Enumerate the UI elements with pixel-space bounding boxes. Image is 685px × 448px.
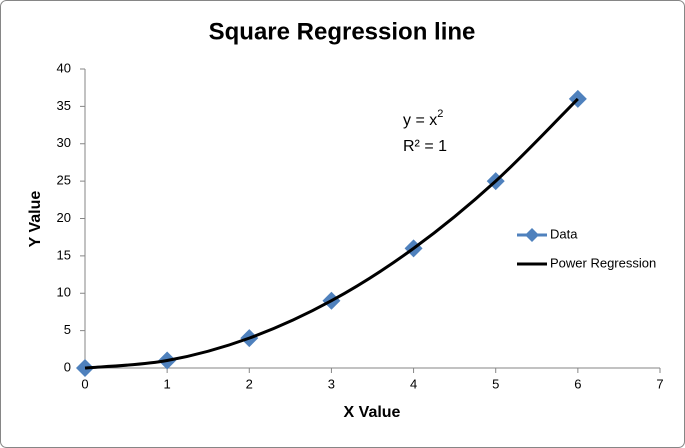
y-tick-label: 25 [57,173,71,188]
r-squared: R² = 1 [403,138,447,155]
x-tick-label: 4 [410,376,417,391]
x-tick-label: 6 [574,376,581,391]
legend-label: Data [550,226,578,241]
x-tick-label: 2 [246,376,253,391]
x-tick-label: 7 [656,376,663,391]
equation-superscript: 2 [437,108,443,120]
y-tick-label: 0 [64,359,71,374]
x-tick-label: 0 [81,376,88,391]
equation-text: y = x [403,112,437,129]
legend-marker [525,228,539,242]
x-axis-label: X Value [344,404,401,421]
y-tick-label: 40 [57,60,71,75]
legend-label: Power Regression [550,255,656,270]
x-tick-label: 1 [164,376,171,391]
y-tick-label: 20 [57,210,71,225]
chart-title: Square Regression line [209,18,476,45]
y-tick-label: 30 [57,135,71,150]
x-tick-label: 5 [492,376,499,391]
y-tick-label: 5 [64,322,71,337]
equation: y = x2 [403,108,443,129]
regression-line [84,97,579,370]
y-tick-label: 35 [57,98,71,113]
y-tick-label: 10 [57,285,71,300]
x-tick-label: 3 [328,376,335,391]
y-axis-label: Y Value [27,191,44,248]
y-tick-label: 15 [57,247,71,262]
